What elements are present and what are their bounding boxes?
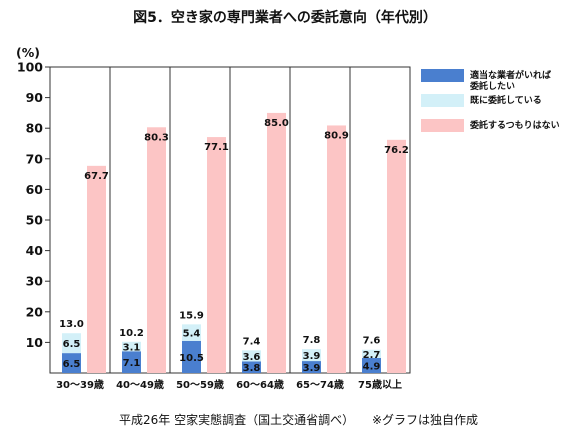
bar — [387, 139, 406, 373]
bar-value-label: 3.8 — [243, 363, 261, 374]
x-tick-label: 65～74歳 — [296, 378, 344, 391]
bar-value-label: 3.9 — [303, 351, 321, 362]
bar-value-label: 3.6 — [243, 352, 261, 363]
bar-segment — [242, 361, 261, 373]
y-tick-label: 90 — [26, 90, 44, 105]
y-tick-label: 20 — [26, 304, 44, 319]
bar-segment — [302, 361, 321, 373]
legend-label: 既に委託している — [470, 94, 542, 106]
bar — [327, 125, 346, 373]
data-labels: 6.5 6.5 13.0 67.7 7.1 3.1 10.2 80.3 10.5 5.4 15.9 7… — [59, 118, 409, 374]
y-axis-unit-label: (%) — [16, 45, 40, 60]
legend-swatch — [421, 94, 464, 107]
footnote: ※グラフは独自作成 — [372, 413, 478, 427]
bar-value-label: 3.1 — [123, 343, 141, 354]
bar-value-label: 4.9 — [363, 362, 381, 373]
bar — [147, 127, 166, 373]
bar-value-label: 6.5 — [63, 359, 81, 370]
x-tick-label: 60～64歳 — [236, 378, 284, 391]
y-tick-label: 40 — [26, 243, 44, 258]
bar-value-label: 7.1 — [123, 358, 141, 369]
bar-segment — [362, 358, 381, 373]
bar-segment — [62, 333, 81, 354]
bar-value-label: 2.7 — [363, 350, 381, 361]
bar-value-label: 76.2 — [384, 145, 409, 156]
bar-value-label: 67.7 — [84, 171, 109, 182]
bar-value-label: 10.5 — [179, 353, 204, 364]
bar-segment — [62, 353, 81, 373]
bar-value-label: 85.0 — [264, 118, 289, 129]
x-tick-label: 75歳以上 — [358, 378, 402, 391]
bar — [87, 165, 106, 373]
stack-total-label: 10.2 — [119, 328, 144, 339]
legend-swatch — [421, 119, 464, 132]
bar-value-label: 3.9 — [303, 363, 321, 374]
y-tick-label: 80 — [26, 121, 44, 136]
legend-label: 委託したい — [469, 80, 515, 92]
bar-segment — [182, 324, 201, 341]
stack-total-label: 7.4 — [243, 336, 261, 347]
stack-total-label: 15.9 — [179, 310, 204, 321]
y-tick-label: 10 — [26, 335, 44, 350]
legend-label: 適当な業者がいれば — [470, 69, 551, 81]
stack-total-label: 7.6 — [363, 336, 381, 347]
bar-value-label: 80.3 — [144, 132, 169, 143]
stack-total-label: 13.0 — [59, 319, 84, 330]
y-tick-label: 60 — [26, 182, 44, 197]
bars — [62, 112, 406, 374]
x-tick-label: 30～39歳 — [56, 378, 104, 391]
bar — [207, 137, 226, 373]
chart-title: 図5．空き家の専門業者への委託意向（年代別） — [133, 9, 437, 26]
legend-label: 委託するつもりはない — [469, 119, 560, 131]
bar-segment — [122, 351, 141, 373]
bar-segment — [182, 340, 201, 373]
y-tick-label: 70 — [26, 151, 44, 166]
bar — [267, 112, 286, 374]
x-axis: 30～39歳 40～49歳 50～59歳 60～64歳 65～74歳 75歳以上 — [56, 67, 402, 391]
bar-value-label: 6.5 — [63, 339, 81, 350]
y-tick-label: 30 — [26, 274, 44, 289]
source-note: 平成26年 空家実態調査（国土交通省調べ） — [119, 412, 354, 427]
y-tick-label: 100 — [17, 60, 43, 75]
legend-swatch — [421, 69, 464, 82]
bar-value-label: 80.9 — [324, 130, 349, 141]
x-tick-label: 40～49歳 — [116, 378, 164, 391]
bar-segment — [242, 350, 261, 362]
x-tick-label: 50～59歳 — [176, 378, 224, 391]
stack-total-label: 7.8 — [303, 335, 321, 346]
y-tick-label: 50 — [26, 213, 44, 228]
y-axis: 10 20 30 40 50 60 70 80 90 100 — [17, 60, 50, 350]
bar-segment — [302, 349, 321, 362]
bar-value-label: 77.1 — [204, 142, 229, 153]
bar-value-label: 5.4 — [183, 329, 201, 340]
bar-segment — [122, 341, 141, 352]
bar-segment — [362, 349, 381, 359]
